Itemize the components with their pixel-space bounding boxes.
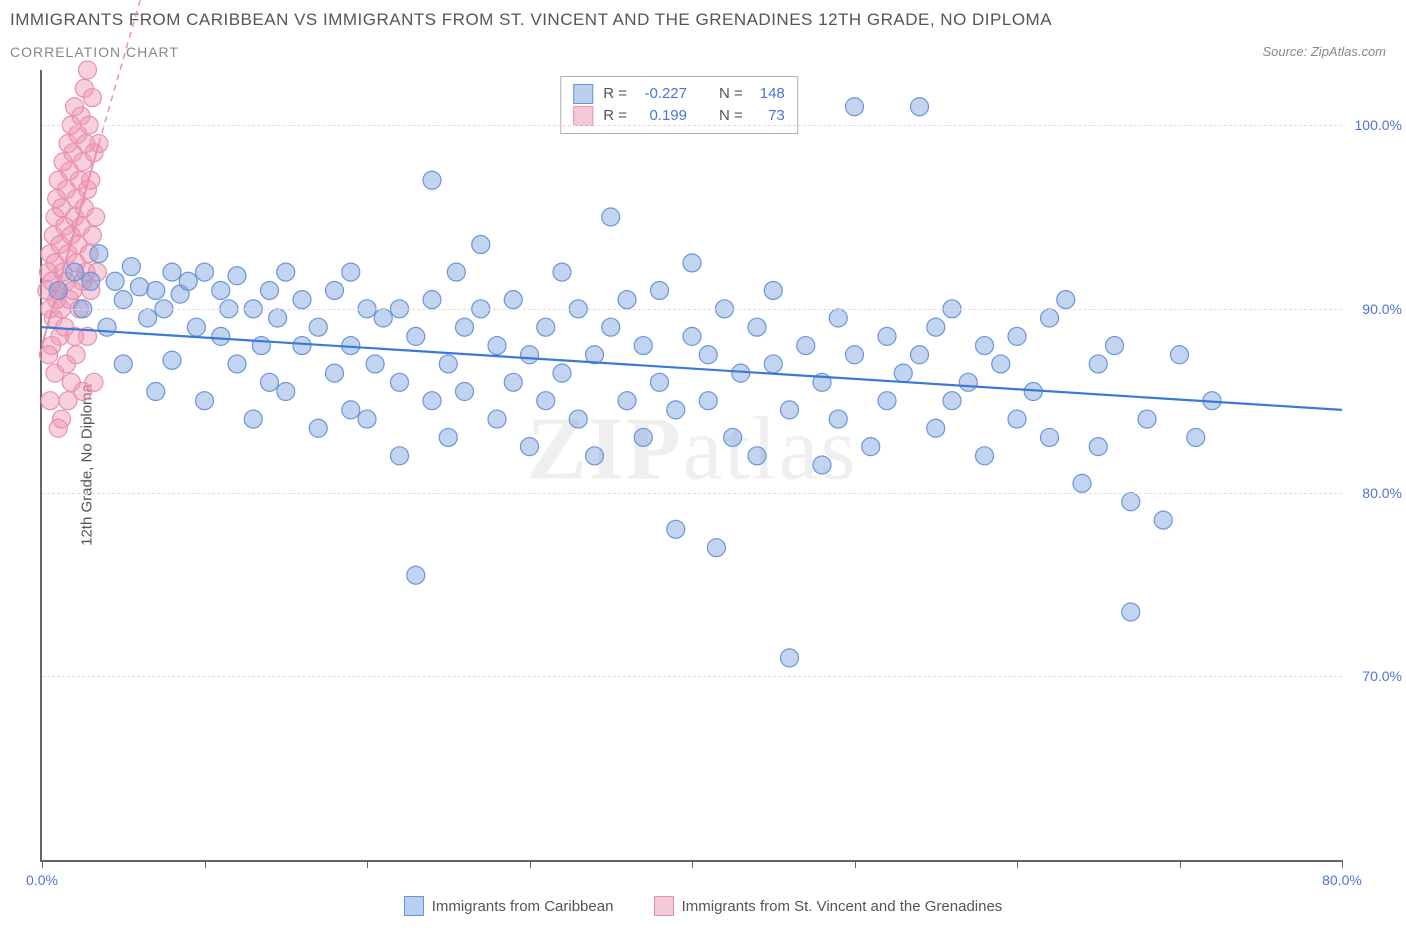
legend-n-label: N = <box>719 83 743 105</box>
y-tick-label: 90.0% <box>1347 301 1402 317</box>
x-tick-label: 80.0% <box>1322 872 1362 888</box>
legend-n-label: N = <box>719 105 743 127</box>
legend-swatch-blue <box>573 84 593 104</box>
legend-r-label: R = <box>603 83 627 105</box>
x-tick <box>855 860 856 868</box>
legend-r-value-pink: 0.199 <box>637 105 687 127</box>
x-tick <box>530 860 531 868</box>
x-tick-label: 0.0% <box>26 872 58 888</box>
legend-swatch-pink <box>573 106 593 126</box>
scatter-svg <box>42 70 1342 860</box>
x-tick <box>692 860 693 868</box>
legend-n-value-pink: 73 <box>753 105 785 127</box>
x-tick <box>42 860 43 868</box>
x-tick <box>205 860 206 868</box>
gridline-h <box>42 309 1342 310</box>
x-tick <box>367 860 368 868</box>
chart-title: IMMIGRANTS FROM CARIBBEAN VS IMMIGRANTS … <box>10 10 1052 30</box>
gridline-h <box>42 125 1342 126</box>
bottom-swatch-pink <box>654 896 674 916</box>
bottom-legend-item-pink: Immigrants from St. Vincent and the Gren… <box>654 896 1003 916</box>
x-tick <box>1342 860 1343 868</box>
legend-r-value-blue: -0.227 <box>637 83 687 105</box>
bottom-legend-item-blue: Immigrants from Caribbean <box>404 896 614 916</box>
chart-plot-area: ZIPatlas R = -0.227 N = 148 R = 0.199 N … <box>40 70 1342 862</box>
legend-n-value-blue: 148 <box>753 83 785 105</box>
source-attribution: Source: ZipAtlas.com <box>1262 44 1386 59</box>
chart-subtitle: CORRELATION CHART <box>10 44 179 60</box>
bottom-legend: Immigrants from Caribbean Immigrants fro… <box>0 896 1406 920</box>
y-tick-label: 80.0% <box>1347 485 1402 501</box>
legend-r-label: R = <box>603 105 627 127</box>
x-tick <box>1180 860 1181 868</box>
x-tick <box>1017 860 1018 868</box>
bottom-legend-label-blue: Immigrants from Caribbean <box>432 898 614 915</box>
bottom-swatch-blue <box>404 896 424 916</box>
gridline-h <box>42 676 1342 677</box>
gridline-h <box>42 493 1342 494</box>
y-tick-label: 100.0% <box>1347 117 1402 133</box>
legend-row-pink: R = 0.199 N = 73 <box>573 105 785 127</box>
legend-row-blue: R = -0.227 N = 148 <box>573 83 785 105</box>
y-tick-label: 70.0% <box>1347 668 1402 684</box>
bottom-legend-label-pink: Immigrants from St. Vincent and the Gren… <box>682 898 1003 915</box>
